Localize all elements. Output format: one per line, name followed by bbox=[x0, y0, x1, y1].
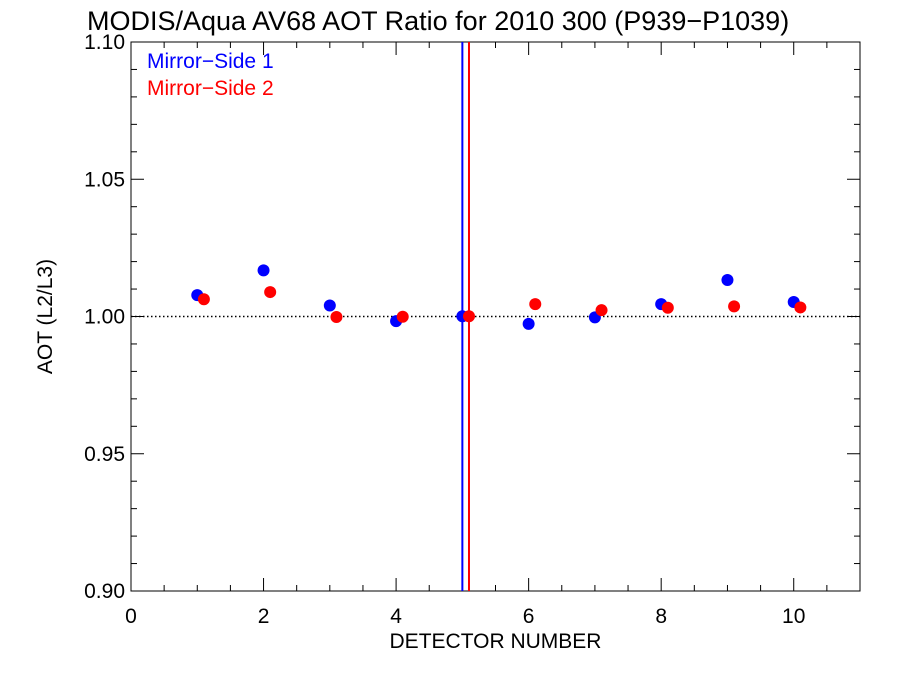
point-series-2 bbox=[462, 310, 475, 323]
y-tick-label: 1.10 bbox=[84, 31, 125, 54]
point-series-2 bbox=[330, 311, 343, 324]
point-series-2 bbox=[396, 310, 409, 323]
point-series-1 bbox=[257, 264, 270, 277]
data-points bbox=[191, 264, 807, 330]
x-axis-ticks bbox=[130, 42, 861, 591]
point-series-2 bbox=[197, 293, 210, 306]
x-tick-label: 8 bbox=[655, 605, 667, 628]
point-series-2 bbox=[595, 304, 608, 317]
point-series-1 bbox=[522, 317, 535, 330]
point-series-2 bbox=[264, 286, 277, 299]
y-tick-label: 0.90 bbox=[84, 580, 125, 603]
y-axis-tick-labels: 0.90 0.95 1.00 1.05 1.10 bbox=[84, 31, 125, 603]
y-axis-ticks bbox=[131, 41, 860, 592]
legend-label-series-2: Mirror−Side 2 bbox=[147, 77, 274, 100]
x-axis-tick-labels: 0 2 4 6 8 10 bbox=[125, 605, 805, 628]
y-axis-label: AOT (L2/L3) bbox=[34, 259, 57, 374]
x-tick-label: 2 bbox=[258, 605, 270, 628]
x-tick-label: 10 bbox=[782, 605, 805, 628]
chart-title: MODIS/Aqua AV68 AOT Ratio for 2010 300 (… bbox=[87, 6, 789, 36]
y-tick-label: 0.95 bbox=[84, 443, 125, 466]
y-tick-label: 1.00 bbox=[84, 306, 125, 329]
legend: Mirror−Side 1 Mirror−Side 2 bbox=[147, 50, 274, 100]
point-series-2 bbox=[728, 300, 741, 313]
point-series-2 bbox=[661, 301, 674, 314]
point-series-1 bbox=[721, 273, 734, 286]
x-tick-label: 0 bbox=[125, 605, 137, 628]
x-tick-label: 6 bbox=[523, 605, 535, 628]
point-series-1 bbox=[323, 299, 336, 312]
x-axis-label: DETECTOR NUMBER bbox=[390, 630, 602, 653]
y-tick-label: 1.05 bbox=[84, 168, 125, 191]
point-series-2 bbox=[794, 301, 807, 314]
x-tick-label: 4 bbox=[390, 605, 402, 628]
legend-label-series-1: Mirror−Side 1 bbox=[147, 50, 274, 73]
point-series-2 bbox=[529, 298, 542, 311]
